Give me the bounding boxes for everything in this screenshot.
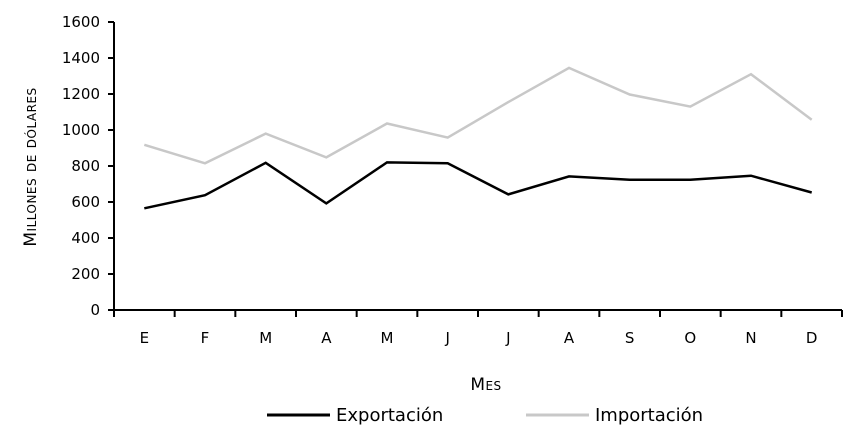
y-tick-label: 1600: [62, 13, 100, 31]
x-axis-title: Mes: [470, 375, 501, 395]
x-tick-label: A: [321, 329, 332, 347]
x-tick-label: M: [381, 329, 394, 347]
series-line-importacion: [143, 66, 813, 165]
y-tick-label: 1200: [62, 85, 100, 103]
x-tick-label: A: [564, 329, 575, 347]
legend-label-exportacion: Exportación: [336, 405, 443, 426]
legend: Exportación Importación: [267, 405, 703, 426]
x-tick-label: F: [201, 329, 210, 347]
x-tick-label: D: [806, 329, 818, 347]
x-tick-label: E: [140, 329, 149, 347]
x-tick-label: S: [625, 329, 635, 347]
legend-label-importacion: Importación: [595, 405, 703, 426]
y-tick-label: 0: [90, 301, 100, 319]
x-tick-label: J: [505, 329, 510, 347]
x-tick-label: M: [259, 329, 272, 347]
x-tick-label: N: [745, 329, 756, 347]
x-tick-label: J: [444, 329, 449, 347]
y-axis-title: Millones de dólares: [21, 87, 41, 246]
y-tick-label: 400: [71, 229, 100, 247]
y-tick-label: 800: [71, 157, 100, 175]
series-line-exportacion: [144, 161, 813, 210]
y-axis-ticks: 0 200 400 600 800 1000 1200 1400 1600: [62, 13, 114, 319]
y-tick-label: 1000: [62, 121, 100, 139]
y-tick-label: 600: [71, 193, 100, 211]
series-lines: [143, 66, 813, 210]
y-tick-label: 200: [71, 265, 100, 283]
x-tick-label: O: [684, 329, 696, 347]
y-tick-label: 1400: [62, 49, 100, 67]
